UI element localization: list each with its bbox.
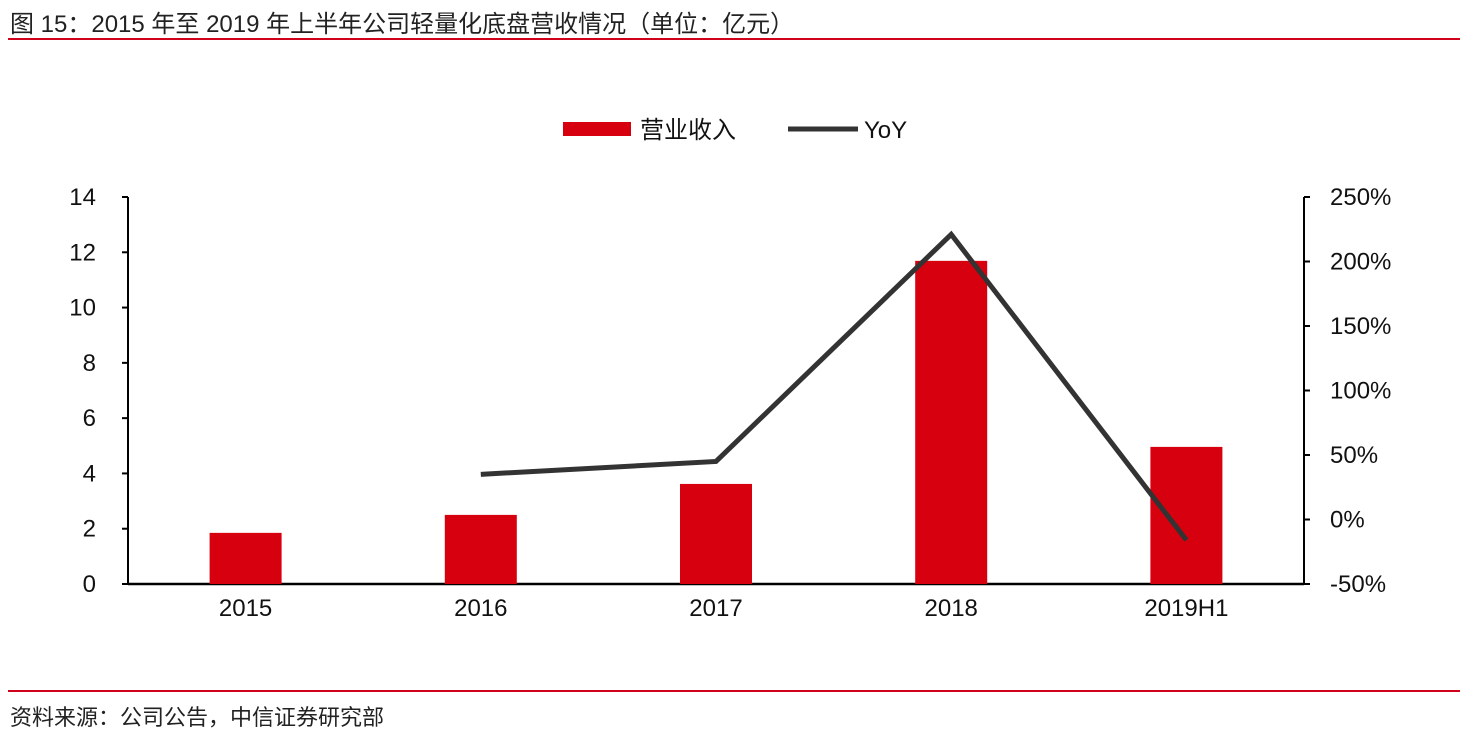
right-tick-label: 100% bbox=[1330, 378, 1391, 405]
right-tick-label: 0% bbox=[1330, 507, 1365, 534]
right-tick-label: 50% bbox=[1330, 442, 1378, 469]
x-tick-label: 2016 bbox=[454, 595, 507, 622]
bar-2019H1 bbox=[1150, 446, 1223, 584]
x-tick-label: 2017 bbox=[689, 595, 742, 622]
left-tick-label: 2 bbox=[83, 516, 96, 543]
title-rule bbox=[8, 38, 1460, 40]
right-tick-label: -50% bbox=[1330, 571, 1386, 598]
x-tick-label: 2019H1 bbox=[1144, 595, 1228, 622]
legend-bar-label: 营业收入 bbox=[640, 117, 736, 144]
left-tick-label: 8 bbox=[83, 350, 96, 377]
right-tick-label: 150% bbox=[1330, 313, 1391, 340]
left-tick-label: 14 bbox=[69, 184, 96, 211]
x-tick-label: 2018 bbox=[925, 595, 978, 622]
left-tick-label: 4 bbox=[83, 460, 96, 487]
source-rule bbox=[8, 690, 1460, 692]
bar-2017 bbox=[680, 483, 752, 584]
right-tick-label: 200% bbox=[1330, 249, 1391, 276]
left-tick-label: 12 bbox=[69, 239, 96, 266]
bar-2018 bbox=[915, 260, 988, 584]
left-tick-label: 0 bbox=[83, 571, 96, 598]
source-note: 资料来源：公司公告，中信证券研究部 bbox=[10, 705, 385, 730]
legend-bar-swatch bbox=[563, 122, 631, 136]
left-tick-label: 6 bbox=[83, 405, 96, 432]
left-tick-label: 10 bbox=[69, 295, 96, 322]
bar-2016 bbox=[444, 514, 517, 584]
legend-line-label: YoY bbox=[864, 117, 907, 144]
yoy-line bbox=[480, 230, 1189, 542]
right-tick-label: 250% bbox=[1330, 184, 1391, 211]
x-tick-label: 2015 bbox=[219, 595, 272, 622]
bar-2015 bbox=[209, 532, 282, 584]
figure-title: 图 15：2015 年至 2019 年上半年公司轻量化底盘营收情况（单位：亿元） bbox=[10, 11, 795, 38]
